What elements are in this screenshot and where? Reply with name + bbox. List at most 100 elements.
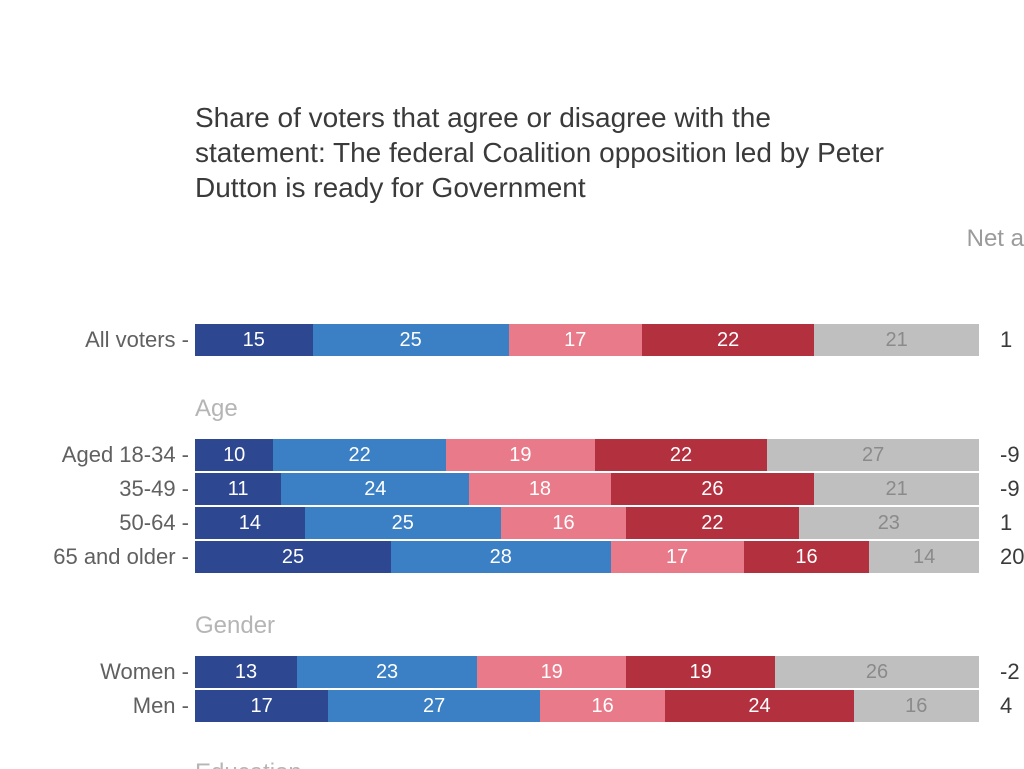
segment-strongly_agree: 15	[195, 324, 313, 356]
segment-dont_know: 21	[814, 324, 979, 356]
bar-row: Men -17271624164	[0, 689, 1024, 723]
segment-disagree: 17	[509, 324, 642, 356]
net-value: -2	[1000, 655, 1020, 689]
segment-value: 19	[541, 661, 563, 684]
segment-value: 14	[239, 512, 261, 535]
bar-row: Women - 13 23 19 19 26 -2	[0, 655, 1024, 689]
segment-disagree: 19	[477, 656, 626, 688]
segment-value: 28	[490, 546, 512, 569]
stacked-bar: 10 22 19 22 27	[195, 438, 979, 471]
segment-value: 26	[866, 661, 888, 684]
row-label: All voters -	[85, 323, 189, 357]
segment-value: 17	[251, 695, 273, 718]
segment-value: 23	[376, 661, 398, 684]
segment-value: 16	[905, 695, 927, 718]
segment-agree: 22	[273, 439, 445, 471]
group-header: Age	[195, 395, 238, 423]
segment-value: 19	[509, 444, 531, 467]
row-label: 35-49 -	[119, 472, 189, 506]
segment-value: 11	[228, 478, 249, 501]
segment-disagree: 18	[469, 473, 610, 505]
segment-value: 19	[690, 661, 712, 684]
segment-value: 16	[552, 512, 574, 535]
row-label: 50-64 -	[119, 506, 189, 540]
segment-disagree: 17	[611, 541, 744, 573]
segment-dont_know: 23	[799, 507, 979, 539]
segment-agree: 23	[297, 656, 477, 688]
segment-value: 25	[282, 546, 304, 569]
net-value: -9	[1000, 438, 1020, 472]
segment-value: 15	[243, 329, 265, 352]
segment-strongly_disagree: 24	[665, 690, 853, 722]
bar-row: 50-64 - 14 25 16 22 23 1	[0, 506, 1024, 540]
segment-value: 22	[701, 512, 723, 535]
segment-disagree: 16	[501, 507, 626, 539]
segment-strongly_agree: 10	[195, 439, 273, 471]
stacked-bar: 14 25 16 22 23	[195, 506, 979, 539]
segment-agree: 27	[328, 690, 540, 722]
segment-value: 21	[886, 329, 908, 352]
segment-strongly_disagree: 26	[611, 473, 815, 505]
segment-value: 14	[913, 546, 935, 569]
segment-dont_know: 27	[767, 439, 979, 471]
segment-strongly_disagree: 16	[744, 541, 869, 573]
segment-strongly_agree: 14	[195, 507, 305, 539]
segment-value: 27	[862, 444, 884, 467]
chart-title: Share of voters that agree or disagree w…	[195, 100, 895, 205]
segment-value: 25	[392, 512, 414, 535]
net-value: -9	[1000, 472, 1020, 506]
segment-agree: 28	[391, 541, 611, 573]
segment-value: 17	[666, 546, 688, 569]
segment-value: 27	[423, 695, 445, 718]
group-header: Education	[195, 759, 302, 769]
bar-row: 35-49 - 11 24 18 26 21 -9	[0, 472, 1024, 506]
segment-value: 23	[878, 512, 900, 535]
net-value: 1	[1000, 323, 1012, 357]
segment-dont_know: 21	[814, 473, 979, 505]
segment-value: 25	[399, 329, 421, 352]
segment-value: 16	[795, 546, 817, 569]
stacked-bar: 25 28 17 16 14	[195, 540, 979, 573]
segment-value: 10	[223, 444, 245, 467]
segment-disagree: 16	[540, 690, 665, 722]
segment-value: 22	[717, 329, 739, 352]
segment-value: 26	[701, 478, 723, 501]
segment-agree: 24	[281, 473, 469, 505]
net-agree-header: Net a	[967, 225, 1024, 253]
segment-strongly_agree: 13	[195, 656, 297, 688]
bar-row: Aged 18-34 - 10 22 19 22 27 -9	[0, 438, 1024, 472]
net-value: 1	[1000, 506, 1012, 540]
segment-value: 22	[670, 444, 692, 467]
segment-value: 21	[886, 478, 908, 501]
poll-chart: Share of voters that agree or disagree w…	[0, 0, 1024, 769]
segment-value: 24	[364, 478, 386, 501]
net-value: 4	[1000, 689, 1012, 723]
row-label: Aged 18-34 -	[62, 438, 189, 472]
stacked-bar: 11 24 18 26 21	[195, 472, 979, 505]
segment-value: 18	[529, 478, 551, 501]
segment-strongly_disagree: 22	[595, 439, 767, 471]
segment-value: 17	[564, 329, 586, 352]
stacked-bar: 13 23 19 19 26	[195, 655, 979, 688]
segment-value: 22	[349, 444, 371, 467]
segment-strongly_agree: 25	[195, 541, 391, 573]
row-label: Women -	[100, 655, 189, 689]
segment-strongly_agree: 17	[195, 690, 328, 722]
segment-strongly_disagree: 22	[642, 324, 814, 356]
segment-dont_know: 16	[854, 690, 979, 722]
segment-agree: 25	[313, 324, 509, 356]
segment-disagree: 19	[446, 439, 595, 471]
segment-strongly_agree: 11	[195, 473, 281, 505]
segment-agree: 25	[305, 507, 501, 539]
group-header: Gender	[195, 612, 275, 640]
segment-dont_know: 14	[869, 541, 979, 573]
segment-value: 13	[235, 661, 257, 684]
net-value: 20	[1000, 540, 1024, 574]
bar-row: 65 and older - 25 28 17 16 14 20	[0, 540, 1024, 574]
segment-value: 24	[748, 695, 770, 718]
bar-row: All voters - 15 25 17 22 21 1	[0, 323, 1024, 357]
row-label: 65 and older -	[53, 540, 189, 574]
segment-strongly_disagree: 22	[626, 507, 798, 539]
segment-dont_know: 26	[775, 656, 979, 688]
segment-value: 16	[592, 695, 614, 718]
